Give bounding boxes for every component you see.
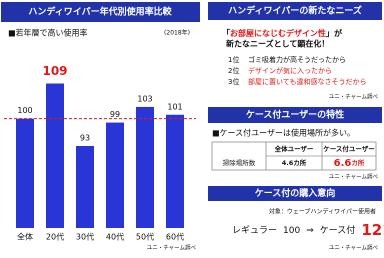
x-tick-label: 30代 xyxy=(76,232,94,242)
value-label: 109 xyxy=(42,64,67,78)
title-bar xyxy=(1,2,200,22)
rank-reason: デザインが気に入ったから xyxy=(248,66,332,75)
table-cell: 4.6カ所 xyxy=(282,158,307,167)
target: 対象：ウェーブハンディワイパー使用者 xyxy=(269,208,376,216)
x-tick-label: 20代 xyxy=(46,232,64,242)
bar xyxy=(136,106,154,228)
table-header: ケース付ユーザー xyxy=(323,144,375,153)
value-label: 101 xyxy=(167,102,182,111)
source: ユニ・チャーム調べ xyxy=(329,244,379,252)
rank-reason: ゴミ吸着力が高そうだったから xyxy=(248,55,346,64)
bar xyxy=(46,83,64,229)
source: ユニ・チャーム調べ xyxy=(329,173,379,181)
bar xyxy=(76,146,94,228)
table-cell: 6.6カ所 xyxy=(334,158,365,169)
rank: 1位 xyxy=(228,55,239,64)
rank: 2位 xyxy=(228,66,239,75)
section-bar xyxy=(208,107,382,123)
x-tick-label: 60代 xyxy=(166,232,184,242)
x-tick-label: 50代 xyxy=(136,232,154,242)
lead: ■ケース付ユーザーは使用場所が多い。 xyxy=(212,128,355,138)
source: ユニ・チャーム調べ xyxy=(329,93,379,101)
chart-subtitle: ■若年層で高い使用率 xyxy=(8,28,88,38)
value-label: 100 xyxy=(17,106,32,115)
value-label: 99 xyxy=(110,110,120,119)
needs-line: 新たなニーズとして顕在化！ xyxy=(226,39,329,49)
section-bar xyxy=(208,186,382,201)
x-tick-label: 全体 xyxy=(17,232,33,242)
bar xyxy=(16,118,34,228)
rank-reason: 部屋に置いても違和感なさそうだから xyxy=(248,77,366,86)
rank: 3位 xyxy=(228,77,239,86)
section-title: ケース付の購入意向 xyxy=(255,187,336,199)
section-bar xyxy=(208,2,382,20)
x-tick-label: 40代 xyxy=(106,232,124,242)
needs-line: 「お部屋になじむデザイン性」が xyxy=(222,28,343,38)
bar xyxy=(106,122,124,228)
bar xyxy=(166,114,184,228)
row-label: 掃除場所数 xyxy=(223,158,256,167)
chart-title: ハンディワイパー年代別使用率比較 xyxy=(28,6,172,18)
value-label: 93 xyxy=(80,134,90,143)
section-title: ハンディワイパーの新たなニーズ xyxy=(228,5,362,17)
table-header: 全体ユーザー xyxy=(274,144,314,153)
value-label: 103 xyxy=(137,94,152,103)
section-title: ケース付ユーザーの特性 xyxy=(246,109,344,121)
table-grid xyxy=(211,141,377,171)
source: ユニ・チャーム調べ xyxy=(147,244,197,252)
annotation: (2018年) xyxy=(164,29,190,37)
